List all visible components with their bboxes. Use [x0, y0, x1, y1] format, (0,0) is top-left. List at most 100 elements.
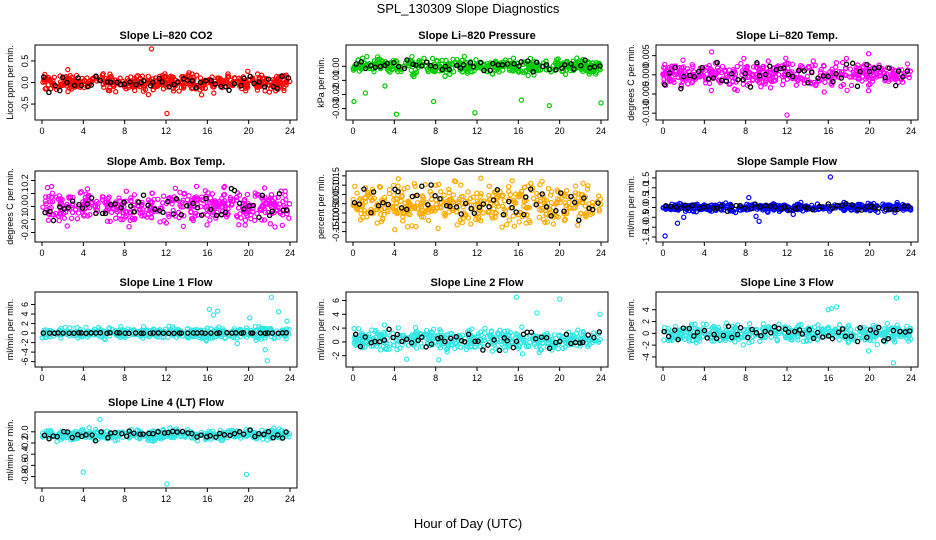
reference-point	[581, 195, 587, 201]
x-tick-label: 0	[350, 126, 355, 136]
x-tick-label: 20	[865, 373, 875, 383]
y-tick-label: -0.2	[20, 435, 30, 451]
data-point	[396, 339, 402, 345]
data-point	[244, 83, 250, 89]
reference-point	[724, 208, 731, 215]
data-point	[128, 195, 134, 201]
data-point	[723, 328, 729, 334]
reference-point	[494, 187, 501, 193]
data-point	[732, 327, 739, 334]
outlier-point	[214, 308, 221, 314]
reference-point	[199, 330, 205, 336]
data-point	[374, 220, 380, 226]
reference-point	[849, 202, 855, 208]
reference-point	[876, 324, 882, 331]
reference-point	[543, 204, 550, 210]
reference-point	[362, 334, 369, 340]
reference-point	[481, 67, 487, 74]
data-point	[477, 193, 483, 199]
reference-point	[815, 75, 821, 81]
data-point	[351, 325, 357, 332]
y-tick-label: 0.0	[20, 76, 30, 89]
data-point	[674, 71, 680, 77]
outlier-point	[546, 102, 553, 109]
reference-point	[138, 330, 144, 337]
data-point	[128, 197, 134, 204]
data-point	[666, 64, 672, 71]
data-point	[379, 216, 386, 222]
data-point	[442, 73, 448, 80]
reference-point	[568, 193, 574, 200]
data-point	[61, 215, 68, 221]
data-point	[101, 84, 107, 90]
data-point	[450, 192, 457, 198]
data-point	[418, 331, 424, 338]
data-point	[524, 211, 530, 218]
reference-point	[533, 59, 540, 66]
reference-point	[754, 60, 760, 66]
data-point	[358, 210, 364, 217]
reference-point	[854, 338, 861, 345]
data-point	[116, 212, 123, 218]
data-point	[575, 327, 581, 333]
reference-point	[386, 326, 392, 333]
data-point	[89, 76, 96, 82]
reference-point	[425, 201, 431, 208]
reference-point	[475, 338, 481, 344]
data-point	[221, 183, 228, 190]
reference-point	[266, 212, 273, 219]
data-point	[567, 205, 573, 211]
data-point	[690, 64, 696, 70]
data-point	[413, 223, 419, 230]
reference-point	[410, 61, 416, 68]
data-point	[890, 72, 897, 78]
data-point	[272, 200, 278, 206]
data-point	[594, 338, 600, 344]
reference-point	[155, 330, 162, 336]
y-tick-label: 0.05	[331, 186, 341, 204]
data-point	[662, 61, 668, 68]
data-point	[585, 183, 591, 189]
reference-point	[701, 327, 708, 334]
reference-point	[789, 73, 796, 80]
data-point	[465, 343, 471, 350]
data-point	[521, 339, 527, 345]
reference-point	[423, 344, 429, 350]
reference-point	[404, 206, 410, 213]
reference-point	[403, 336, 410, 343]
data-point	[446, 189, 452, 196]
reference-point	[562, 62, 568, 68]
outlier-point	[674, 220, 681, 226]
reference-point	[513, 338, 520, 345]
data-point	[584, 210, 590, 216]
data-point	[106, 87, 113, 94]
data-point	[272, 334, 278, 341]
reference-point	[596, 329, 603, 335]
reference-point	[133, 81, 139, 88]
data-point	[750, 64, 757, 70]
data-point	[892, 209, 898, 216]
reference-point	[415, 337, 421, 344]
reference-point	[75, 75, 81, 81]
y-tick-label: -0.05	[331, 203, 341, 224]
data-point	[546, 213, 552, 219]
x-tick-label: 4	[702, 373, 707, 383]
data-points	[660, 174, 914, 239]
reference-point	[842, 333, 849, 340]
y-tick-label: -0.8	[20, 469, 30, 485]
x-tick-label: 0	[660, 373, 665, 383]
reference-point	[78, 82, 85, 89]
reference-point	[499, 62, 506, 68]
reference-point	[121, 81, 128, 88]
data-point	[525, 343, 532, 349]
data-point	[384, 66, 390, 73]
data-point	[434, 58, 440, 64]
reference-point	[729, 71, 735, 77]
outlier-point	[821, 89, 827, 95]
x-tick-label: 12	[161, 373, 171, 383]
reference-point	[356, 201, 363, 207]
x-tick-label: 8	[743, 248, 748, 258]
data-point	[499, 193, 505, 199]
reference-point	[159, 79, 165, 85]
data-point	[764, 208, 770, 214]
